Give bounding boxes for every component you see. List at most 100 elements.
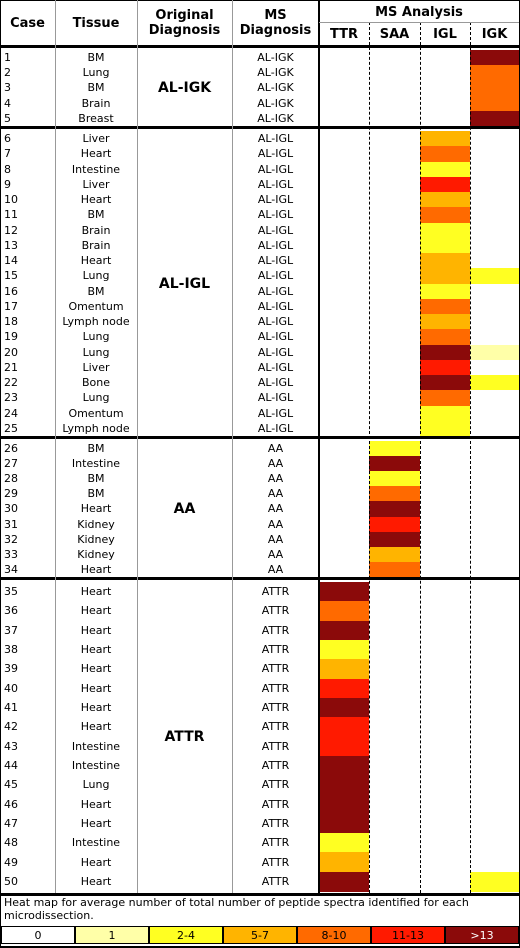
tissue: Heart [80,662,112,676]
heat-cell [369,161,420,178]
case-number: 44 [4,758,18,772]
heat-cell [369,516,420,533]
legend-swatch: 1 [75,926,149,944]
ms-diagnosis: AL-IGL [257,345,294,359]
heat-cell [369,546,420,563]
heat-cell [319,146,369,162]
heat-cell [369,420,420,437]
heat-cell [319,717,369,737]
heat-cell [420,755,470,776]
heat-cell [470,390,519,406]
heat-cell [420,501,470,518]
ms-diagnosis: AL-IGK [257,51,294,65]
heat-cell [369,80,420,97]
case-number: 1 [4,51,11,65]
heat-cell [420,852,470,873]
ms-diagnosis: AA [267,547,284,561]
heat-cell [420,775,470,795]
heat-cell [420,659,470,680]
tissue: Lung [82,330,110,344]
case-number: 47 [4,816,18,830]
ms-diagnosis: AL-IGL [257,132,294,146]
heat-cell [369,531,420,548]
heat-cell [319,176,369,193]
heat-cell [470,620,519,641]
ms-diagnosis: ATTR [261,662,290,676]
heat-cell [369,314,420,330]
tissue: Heart [80,254,112,268]
ms-diagnosis: AA [267,532,284,546]
heat-cell [470,95,519,112]
heat-cell [369,359,420,376]
heat-cell [470,50,519,66]
case-number: 19 [4,330,18,344]
heat-cell [319,775,369,795]
heat-cell [470,237,519,254]
heat-cell [470,131,519,147]
tissue: BM [87,487,105,501]
heat-cell [319,833,369,853]
ms-diagnosis: AL-IGL [257,330,294,344]
heat-cell [319,192,369,208]
heat-cell [369,813,420,834]
ms-diagnosis: ATTR [261,816,290,830]
heat-cell [420,601,470,622]
heat-cell [319,582,369,602]
heat-cell [470,531,519,548]
ms-diagnosis: AL-IGK [257,66,294,80]
header-cell: Original Diagnosis [148,8,221,38]
case-number: 20 [4,345,18,359]
legend-swatch: >13 [445,926,519,944]
heat-cell [369,678,420,699]
heat-cell [420,110,470,127]
ms-diagnosis: AL-IGK [257,96,294,110]
heat-cell [420,471,470,487]
heat-cell [420,50,470,66]
tissue: Heart [80,855,112,869]
case-number: 38 [4,643,18,657]
heat-cell [319,237,369,254]
heat-cell [470,441,519,457]
tissue: BM [87,208,105,222]
heat-cell [369,329,420,345]
heat-cell [319,697,369,718]
tissue: Intestine [71,457,121,471]
ms-diagnosis: ATTR [261,836,290,850]
case-number: 31 [4,517,18,531]
legend-swatch: 11-13 [371,926,445,944]
heat-cell [470,314,519,330]
heat-cell [420,736,470,757]
heat-cell [470,222,519,239]
heat-cell [470,775,519,795]
heat-cell [319,471,369,487]
case-number: 21 [4,360,18,374]
heat-cell [470,329,519,345]
heat-cell [470,516,519,533]
case-number: 32 [4,532,18,546]
heat-cell [319,736,369,757]
ms-diagnosis: AA [267,562,284,576]
heat-cell [319,531,369,548]
heat-cell [420,582,470,602]
ms-diagnosis: AL-IGL [257,269,294,283]
tissue: Breast [78,111,114,125]
tissue: Intestine [71,739,121,753]
heat-cell [319,161,369,178]
heat-cell [369,405,420,422]
heat-cell [470,268,519,284]
heat-cell [420,405,470,422]
heat-cell [470,717,519,737]
tissue: Lung [82,778,110,792]
heat-cell [470,192,519,208]
tissue: Omentum [68,299,124,313]
heat-cell [470,697,519,718]
header-cell: Tissue [72,15,120,31]
tissue: BM [87,51,105,65]
rule [137,0,138,893]
heat-cell [369,620,420,641]
heat-cell [470,65,519,81]
case-number: 12 [4,223,18,237]
heat-cell [420,871,470,892]
heat-cell [319,110,369,127]
heat-cell [470,582,519,602]
